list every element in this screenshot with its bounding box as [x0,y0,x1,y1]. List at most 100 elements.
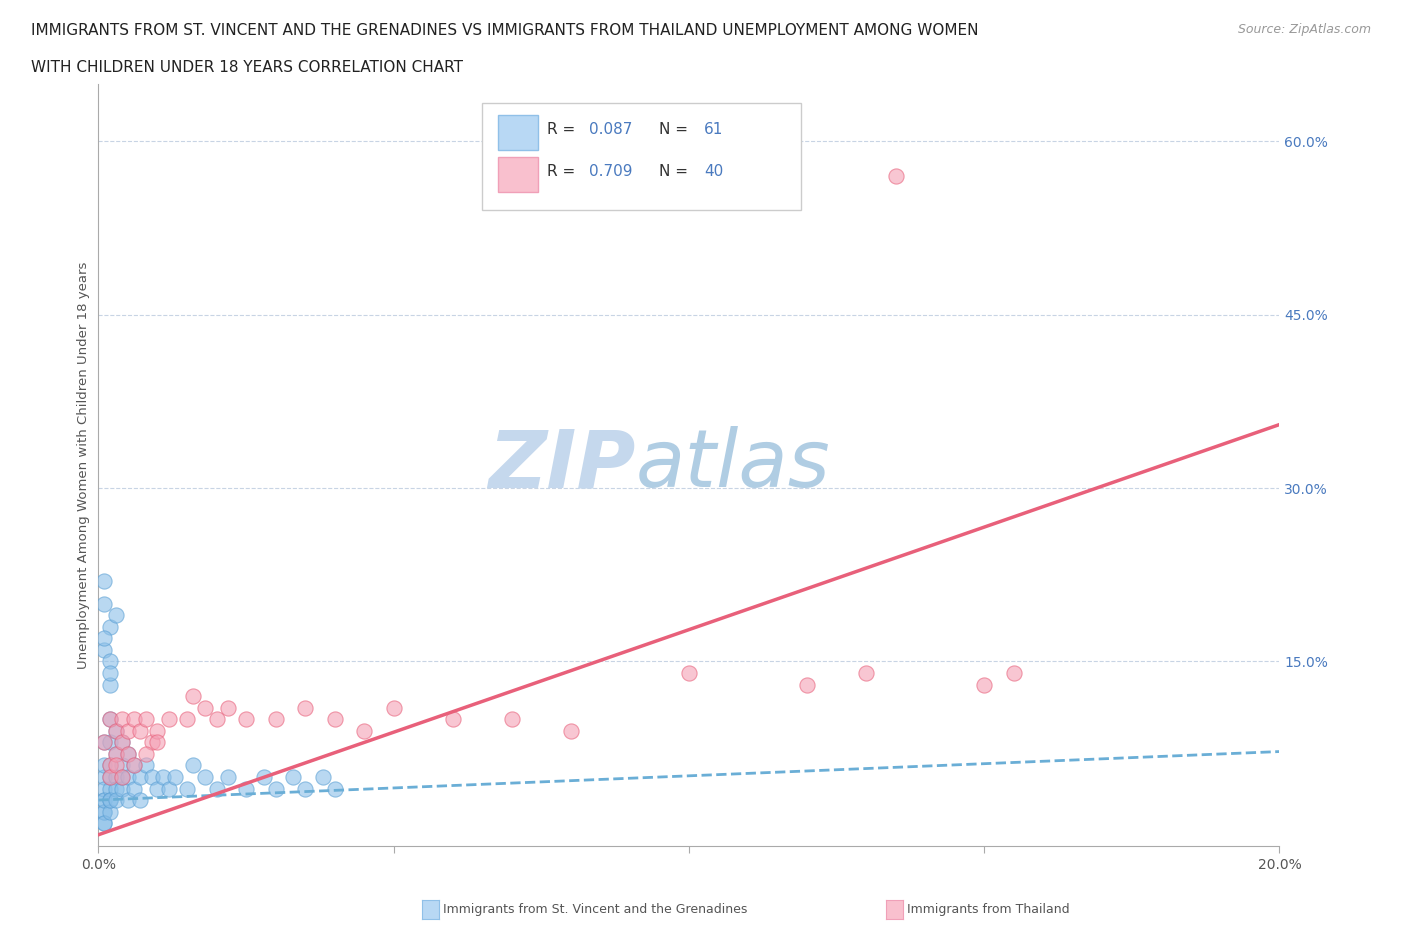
Point [165,769,187,784]
Point [146,724,169,738]
Point [122,758,145,773]
Y-axis label: Unemployment Among Women with Children Under 18 years: Unemployment Among Women with Children U… [77,261,90,669]
Point [1002,666,1025,681]
Point [312,769,335,784]
Point [93,804,115,819]
Point [98,792,121,807]
Text: N =: N = [659,164,693,179]
Text: IMMIGRANTS FROM ST. VINCENT AND THE GRENADINES VS IMMIGRANTS FROM THAILAND UNEMP: IMMIGRANTS FROM ST. VINCENT AND THE GREN… [31,23,979,38]
Point [105,747,128,762]
Point [141,769,163,784]
Point [176,711,198,726]
Point [93,769,115,784]
Point [181,688,204,703]
Point [93,758,115,773]
Point [98,677,121,692]
FancyBboxPatch shape [482,103,801,209]
Text: N =: N = [659,122,693,137]
Text: Immigrants from Thailand: Immigrants from Thailand [907,903,1070,916]
Text: Immigrants from St. Vincent and the Grenadines: Immigrants from St. Vincent and the Gren… [443,903,747,916]
Point [194,769,217,784]
Point [93,735,115,750]
Point [973,677,995,692]
Point [98,758,121,773]
FancyBboxPatch shape [498,157,537,192]
Point [105,769,128,784]
Point [560,724,582,738]
Point [135,711,157,726]
Point [93,573,115,588]
Point [146,735,169,750]
Text: 0.709: 0.709 [589,164,633,179]
Point [678,666,700,681]
Point [98,619,121,634]
Point [93,792,115,807]
Text: Source: ZipAtlas.com: Source: ZipAtlas.com [1237,23,1371,36]
Point [501,711,523,726]
Point [111,781,134,796]
Point [105,724,128,738]
Point [93,804,115,819]
Point [141,735,163,750]
Text: ZIP: ZIP [488,426,636,504]
Text: WITH CHILDREN UNDER 18 YEARS CORRELATION CHART: WITH CHILDREN UNDER 18 YEARS CORRELATION… [31,60,463,75]
Point [217,769,239,784]
Point [111,711,134,726]
Point [157,711,180,726]
Point [235,711,257,726]
Point [111,769,134,784]
Text: R =: R = [547,122,581,137]
Point [98,711,121,726]
Point [105,792,128,807]
Point [205,781,228,796]
Point [264,781,287,796]
Point [117,747,139,762]
Point [152,769,174,784]
Point [98,758,121,773]
Point [93,816,115,830]
Point [98,654,121,669]
Point [217,700,239,715]
Point [884,168,907,183]
Point [105,781,128,796]
Point [194,700,217,715]
Point [98,769,121,784]
Point [117,792,139,807]
Point [353,724,375,738]
Point [122,758,145,773]
Point [93,735,115,750]
Point [93,781,115,796]
Point [294,700,316,715]
Point [796,677,818,692]
Point [283,769,305,784]
Point [128,792,150,807]
Point [111,769,134,784]
Point [98,804,121,819]
Point [98,792,121,807]
Point [128,724,150,738]
Point [122,781,145,796]
Point [93,792,115,807]
Point [135,747,157,762]
Point [105,747,128,762]
Point [855,666,877,681]
Point [205,711,228,726]
Text: 40: 40 [704,164,724,179]
Point [117,769,139,784]
Point [98,781,121,796]
Point [93,816,115,830]
Point [93,596,115,611]
Point [122,711,145,726]
FancyBboxPatch shape [498,115,537,150]
Point [98,769,121,784]
Point [98,735,121,750]
Point [98,711,121,726]
Point [323,711,346,726]
Point [98,666,121,681]
Point [117,747,139,762]
Text: R =: R = [547,164,581,179]
Point [111,758,134,773]
Text: atlas: atlas [636,426,831,504]
Point [105,724,128,738]
Point [105,758,128,773]
